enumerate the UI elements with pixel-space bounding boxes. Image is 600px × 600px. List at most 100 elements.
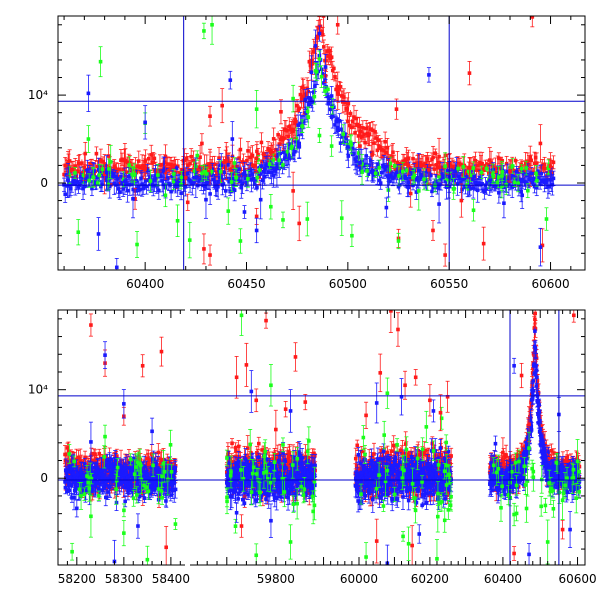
data-point	[272, 153, 277, 158]
data-point	[437, 202, 441, 206]
data-point	[81, 173, 86, 178]
data-point	[502, 201, 506, 206]
data-point	[96, 167, 101, 172]
data-point	[310, 100, 315, 104]
data-point	[151, 184, 156, 188]
data-point	[135, 186, 140, 191]
data-point	[157, 169, 161, 173]
data-point	[186, 163, 190, 168]
data-point	[419, 172, 423, 177]
data-point	[65, 184, 70, 188]
data-point	[351, 119, 355, 123]
data-point	[148, 175, 152, 180]
data-point	[114, 265, 119, 270]
data-point	[518, 179, 522, 183]
data-point	[63, 452, 67, 457]
data-point	[242, 170, 247, 175]
data-point	[427, 164, 432, 168]
data-point	[398, 161, 403, 166]
data-point	[360, 169, 364, 174]
data-point	[543, 166, 548, 171]
data-point	[165, 162, 170, 166]
data-point	[142, 163, 147, 168]
data-point	[335, 85, 340, 89]
data-point	[89, 173, 93, 178]
data-point	[248, 168, 253, 173]
data-point	[394, 107, 399, 111]
data-point	[182, 181, 187, 186]
data-point	[79, 175, 83, 179]
data-point	[388, 173, 393, 177]
data-point	[528, 177, 532, 181]
data-point	[461, 165, 466, 169]
data-point	[239, 185, 244, 190]
data-point	[459, 162, 463, 167]
data-point	[279, 109, 283, 114]
data-point	[218, 175, 222, 180]
data-point	[451, 165, 455, 169]
data-point	[473, 180, 478, 185]
data-point	[160, 179, 164, 183]
data-point	[363, 140, 367, 145]
data-point	[104, 170, 109, 175]
data-point	[95, 175, 100, 180]
data-point	[246, 149, 250, 153]
data-point	[474, 168, 479, 172]
data-point	[520, 193, 524, 198]
data-point	[261, 152, 266, 157]
data-point	[266, 146, 270, 151]
data-point	[526, 173, 530, 178]
data-point	[242, 210, 247, 214]
data-point	[395, 160, 400, 165]
x-tick-label: 60600	[531, 277, 569, 291]
data-point	[252, 163, 257, 168]
data-point	[487, 158, 492, 162]
data-point	[172, 172, 176, 176]
data-point	[398, 169, 403, 174]
data-point	[333, 123, 337, 127]
data-point	[63, 192, 67, 197]
data-point	[187, 238, 192, 242]
data-point	[259, 164, 264, 168]
data-point	[124, 170, 129, 174]
data-point	[286, 152, 290, 157]
data-point	[271, 158, 276, 162]
data-point	[453, 169, 458, 173]
data-point	[152, 178, 157, 182]
data-point	[358, 167, 363, 172]
data-point	[276, 133, 280, 137]
data-point	[215, 188, 219, 192]
data-point	[65, 446, 70, 450]
data-point	[256, 152, 260, 157]
data-point	[474, 182, 479, 187]
data-point	[370, 168, 374, 173]
data-point	[169, 189, 173, 194]
data-point	[171, 179, 176, 184]
data-point	[185, 200, 190, 205]
data-point	[435, 185, 440, 190]
data-point	[307, 102, 312, 107]
data-point	[340, 135, 345, 139]
data-point	[535, 178, 539, 183]
data-point	[356, 155, 361, 159]
data-point	[239, 173, 244, 178]
data-point	[82, 165, 87, 169]
data-point	[213, 184, 218, 188]
data-point	[414, 190, 419, 194]
data-point	[62, 172, 66, 177]
data-point	[383, 168, 387, 172]
data-point	[291, 96, 295, 101]
data-point	[227, 180, 231, 184]
data-point	[321, 16, 326, 18]
data-point	[459, 198, 464, 203]
data-point	[505, 169, 510, 174]
data-point	[358, 160, 362, 165]
data-point	[255, 175, 260, 180]
data-point	[534, 185, 539, 190]
data-point	[516, 181, 520, 186]
data-point	[514, 169, 519, 174]
data-point	[254, 178, 258, 183]
data-point	[412, 173, 417, 178]
data-point	[445, 168, 450, 173]
data-point	[467, 184, 472, 189]
